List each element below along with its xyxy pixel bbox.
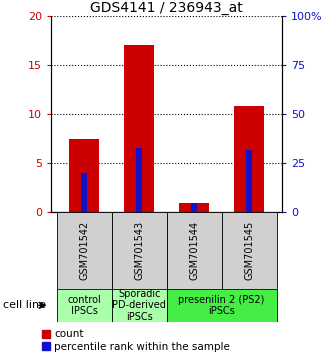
Text: Sporadic
PD-derived
iPSCs: Sporadic PD-derived iPSCs bbox=[112, 289, 166, 322]
Text: cell line: cell line bbox=[3, 300, 46, 310]
Text: GSM701545: GSM701545 bbox=[244, 221, 254, 280]
Title: GDS4141 / 236943_at: GDS4141 / 236943_at bbox=[90, 1, 243, 15]
Bar bbox=[167, 212, 222, 289]
Bar bbox=[234, 106, 264, 212]
Bar bbox=[136, 148, 143, 212]
Text: control
IPSCs: control IPSCs bbox=[67, 295, 101, 316]
Text: GSM701543: GSM701543 bbox=[134, 221, 144, 280]
Bar bbox=[246, 149, 252, 212]
Legend: count, percentile rank within the sample: count, percentile rank within the sample bbox=[40, 327, 232, 354]
Bar bbox=[69, 139, 99, 212]
Bar bbox=[124, 45, 154, 212]
Bar bbox=[81, 173, 87, 212]
Bar bbox=[57, 212, 112, 289]
Text: presenilin 2 (PS2)
iPSCs: presenilin 2 (PS2) iPSCs bbox=[179, 295, 265, 316]
Bar bbox=[191, 202, 197, 212]
Text: GSM701542: GSM701542 bbox=[79, 221, 89, 280]
Bar bbox=[222, 212, 277, 289]
Text: GSM701544: GSM701544 bbox=[189, 221, 199, 280]
Bar bbox=[167, 289, 277, 322]
Bar bbox=[112, 212, 167, 289]
Bar bbox=[112, 289, 167, 322]
Bar bbox=[57, 289, 112, 322]
Bar bbox=[179, 202, 209, 212]
